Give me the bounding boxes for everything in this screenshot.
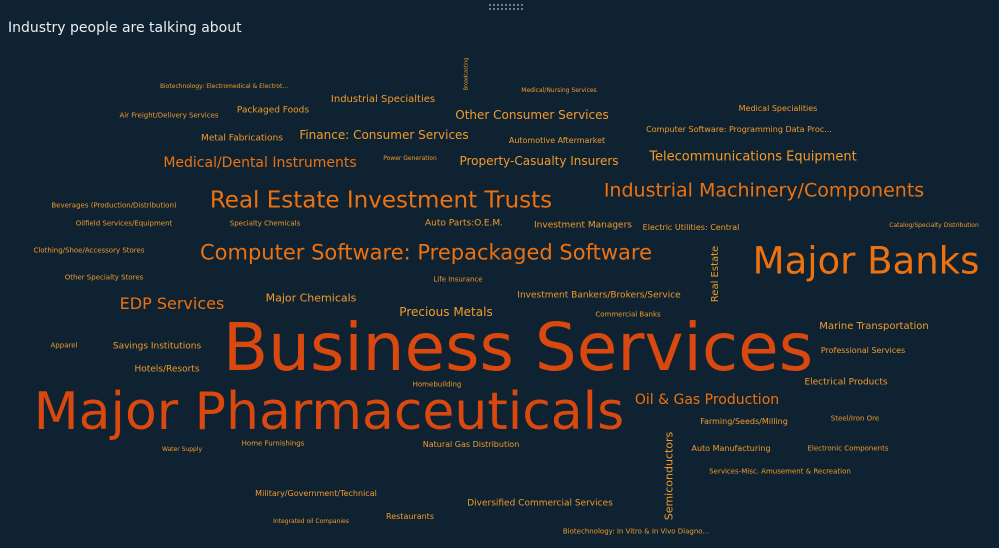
word-electric-utilities-central[interactable]: Electric Utilities: Central <box>642 223 740 232</box>
word-farming-seeds-milling[interactable]: Farming/Seeds/Milling <box>700 417 788 426</box>
word-commercial-banks[interactable]: Commercial Banks <box>595 310 661 319</box>
word-other-consumer-services[interactable]: Other Consumer Services <box>455 108 609 122</box>
word-investment-managers[interactable]: Investment Managers <box>534 220 632 231</box>
word-electrical-products[interactable]: Electrical Products <box>804 377 888 388</box>
word-steel-iron-ore[interactable]: Steel/Iron Ore <box>830 414 880 423</box>
word-hotels-resorts[interactable]: Hotels/Resorts <box>134 364 200 375</box>
word-professional-services[interactable]: Professional Services <box>820 346 906 355</box>
word-broadcasting[interactable]: Broadcasting <box>463 57 470 91</box>
word-clothing-shoe-accessory-stores[interactable]: Clothing/Shoe/Accessory Stores <box>33 246 145 255</box>
word-major-banks[interactable]: Major Banks <box>752 239 980 283</box>
word-major-pharmaceuticals[interactable]: Major Pharmaceuticals <box>33 382 625 442</box>
word-integrated-oil-companies[interactable]: Integrated oil Companies <box>273 518 349 525</box>
word-homebuilding[interactable]: Homebuilding <box>412 380 462 389</box>
word-medical-dental-instruments[interactable]: Medical/Dental Instruments <box>163 155 357 171</box>
word-industrial-machinery-components[interactable]: Industrial Machinery/Components <box>603 179 925 202</box>
word-investment-bankers-brokers-service[interactable]: Investment Bankers/Brokers/Service <box>517 290 681 301</box>
word-real-estate[interactable]: Real Estate <box>710 245 721 303</box>
word-computer-software-prepackaged-software[interactable]: Computer Software: Prepackaged Software <box>199 240 653 265</box>
word-biotechnology-in-vitro-in-vivo-diagno[interactable]: Biotechnology: In Vitro & In Vivo Diagno… <box>562 527 710 536</box>
word-electronic-components[interactable]: Electronic Components <box>807 444 889 453</box>
word-beverages-production-distribution[interactable]: Beverages (Production/Distribution) <box>51 201 177 210</box>
word-other-specialty-stores[interactable]: Other Specialty Stores <box>64 273 144 282</box>
word-oil-gas-production[interactable]: Oil & Gas Production <box>634 392 780 408</box>
word-metal-fabrications[interactable]: Metal Fabrications <box>201 133 283 144</box>
word-marine-transportation[interactable]: Marine Transportation <box>819 321 929 332</box>
panel-title: Industry people are talking about <box>8 20 242 36</box>
word-precious-metals[interactable]: Precious Metals <box>399 305 493 319</box>
word-services-misc-amusement-recreation[interactable]: Services-Misc. Amusement & Recreation <box>709 467 851 476</box>
word-auto-parts-o-e-m[interactable]: Auto Parts:O.E.M. <box>425 218 503 229</box>
word-restaurants[interactable]: Restaurants <box>386 512 434 521</box>
word-telecommunications-equipment[interactable]: Telecommunications Equipment <box>649 149 857 165</box>
word-semiconductors[interactable]: Semiconductors <box>662 431 676 521</box>
word-packaged-foods[interactable]: Packaged Foods <box>236 105 310 116</box>
word-power-generation[interactable]: Power Generation <box>383 155 437 162</box>
word-auto-manufacturing[interactable]: Auto Manufacturing <box>691 444 771 453</box>
word-property-casualty-insurers[interactable]: Property-Casualty Insurers <box>459 154 619 168</box>
drag-handle[interactable] <box>489 4 523 12</box>
word-computer-software-programming-data-proc[interactable]: Computer Software: Programming Data Proc… <box>646 125 832 134</box>
word-apparel[interactable]: Apparel <box>50 341 78 350</box>
word-catalog-specialty-distribution[interactable]: Catalog/Specialty Distribution <box>889 222 979 229</box>
word-biotechnology-electromedical-electrot[interactable]: Biotechnology: Electromedical & Electrot… <box>159 83 289 90</box>
word-medical-specialities[interactable]: Medical Specialities <box>738 104 818 113</box>
word-medical-nursing-services[interactable]: Medical/Nursing Services <box>521 87 597 94</box>
word-business-services[interactable]: Business Services <box>222 309 814 386</box>
word-major-chemicals[interactable]: Major Chemicals <box>265 291 357 305</box>
word-diversified-commercial-services[interactable]: Diversified Commercial Services <box>467 498 613 509</box>
word-life-insurance[interactable]: Life Insurance <box>433 275 483 284</box>
word-oilfield-services-equipment[interactable]: Oilfield Services/Equipment <box>75 219 173 228</box>
word-natural-gas-distribution[interactable]: Natural Gas Distribution <box>422 440 520 449</box>
word-water-supply[interactable]: Water Supply <box>161 446 203 453</box>
word-military-government-technical[interactable]: Military/Government/Technical <box>255 489 377 498</box>
word-industrial-specialties[interactable]: Industrial Specialties <box>330 94 436 105</box>
word-edp-services[interactable]: EDP Services <box>119 294 225 313</box>
word-real-estate-investment-trusts[interactable]: Real Estate Investment Trusts <box>209 187 553 214</box>
word-air-freight-delivery-services[interactable]: Air Freight/Delivery Services <box>119 111 219 120</box>
word-automotive-aftermarket[interactable]: Automotive Aftermarket <box>508 136 606 145</box>
word-home-furnishings[interactable]: Home Furnishings <box>241 439 305 448</box>
word-finance-consumer-services[interactable]: Finance: Consumer Services <box>299 128 469 142</box>
word-specialty-chemicals[interactable]: Specialty Chemicals <box>229 219 301 228</box>
word-savings-institutions[interactable]: Savings Institutions <box>112 341 202 352</box>
